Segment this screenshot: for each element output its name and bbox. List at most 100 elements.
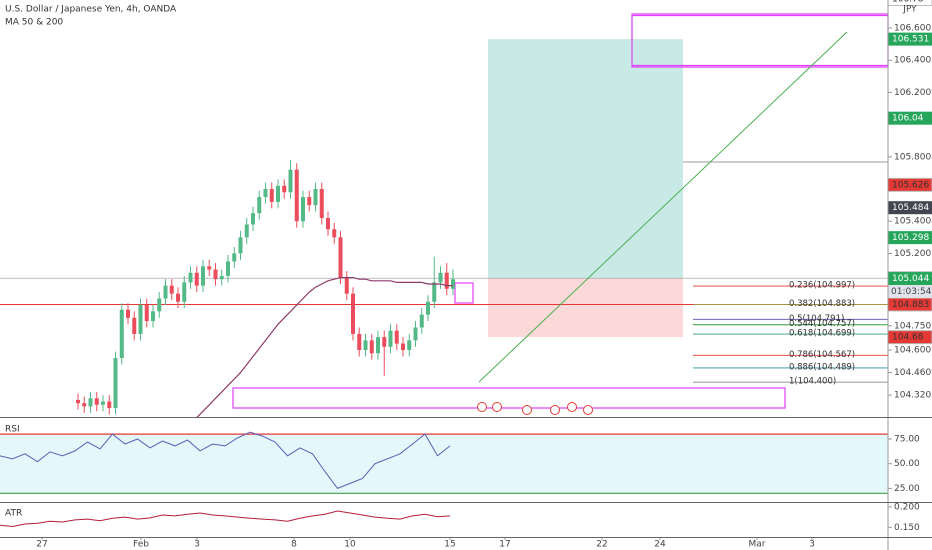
candle-body [301, 197, 305, 222]
x-tick-label: 15 [444, 540, 455, 550]
candle-body [144, 304, 149, 322]
price-label-box [888, 272, 932, 286]
price-label: 105.298 [892, 233, 929, 243]
fib-label: 0.786(104.567) [789, 350, 855, 360]
price-label-box [887, 0, 932, 7]
y-tick-label: 104.460 [894, 368, 931, 378]
y-tick-label: 105.800 [894, 152, 931, 162]
x-tick-label: Feb [133, 540, 149, 550]
candle-body [132, 317, 137, 334]
candle-body [213, 269, 218, 280]
candle-body [113, 358, 118, 408]
candle-body [207, 266, 212, 270]
atr-line [0, 510, 451, 528]
candle-body [244, 224, 249, 238]
candle-body [276, 185, 280, 202]
candle-body [188, 272, 193, 283]
y-tick-label: 104.320 [894, 391, 931, 401]
candle-body [182, 282, 187, 302]
atr-tick-label: 0.150 [894, 523, 920, 533]
candle-body [119, 309, 124, 359]
candle-body [107, 401, 112, 408]
candle-body [313, 189, 318, 206]
candle-body [257, 197, 262, 214]
price-label: 105.484 [892, 203, 929, 213]
candle-body [226, 261, 230, 276]
fib-label: 0.544(104.757) [789, 319, 855, 329]
event-icon [567, 402, 577, 412]
candle-body [388, 330, 393, 347]
rsi-tick-label: 50.00 [894, 459, 920, 469]
candle-body [363, 340, 368, 351]
candle-body [351, 293, 355, 334]
atr-title: ATR [5, 509, 22, 519]
candle-body [263, 189, 268, 198]
candle-body [138, 304, 143, 334]
candle-body [176, 293, 180, 302]
event-icon [550, 405, 560, 415]
candle-body [407, 340, 412, 351]
candle-body [451, 279, 455, 289]
y-tick-label: 104.750 [894, 321, 931, 331]
price-label-box [888, 231, 932, 245]
candle-body [101, 401, 105, 405]
x-tick-label: 24 [654, 540, 666, 550]
trend-line [478, 31, 848, 383]
candle-body [126, 309, 130, 318]
candle-body [326, 217, 330, 230]
x-tick-label: 10 [344, 540, 356, 550]
candle-body [401, 343, 405, 351]
chart-title: U.S. Dollar / Japanese Yen, 4h, OANDA [5, 5, 177, 15]
atr-tick-label: 0.200 [894, 502, 920, 512]
x-tick-label: 3 [809, 540, 815, 550]
candle-body [232, 253, 237, 262]
candle-body [238, 237, 243, 254]
candle-body [332, 229, 337, 238]
candle-body [82, 403, 87, 407]
price-label-box [888, 201, 932, 215]
candle-body [94, 398, 99, 405]
currency-label: JPY [902, 5, 917, 15]
x-tick-label: 3 [194, 540, 200, 550]
x-tick-label: 22 [596, 540, 607, 550]
rect-drawing [232, 387, 786, 409]
x-tick-label: 27 [36, 540, 47, 550]
rect-drawing [454, 282, 474, 304]
event-icon [522, 405, 532, 415]
price-label: 106.04 [892, 114, 924, 124]
candle-body [438, 272, 443, 283]
price-label-box [888, 32, 932, 46]
fib-label: 0.5(104.791) [789, 314, 844, 324]
candle-body [382, 337, 387, 347]
candle-body [151, 311, 155, 322]
price-label-box [888, 111, 932, 125]
candle-body [219, 275, 224, 280]
candle-body [194, 272, 199, 286]
event-icon [492, 402, 502, 412]
rsi-tick-label: 25.00 [894, 484, 920, 494]
price-label: 105.626 [892, 180, 929, 190]
candle-body [413, 327, 418, 341]
candle-body [269, 189, 274, 202]
y-tick-label: 106.200 [894, 88, 931, 98]
fib-label: 0.236(104.997) [789, 281, 855, 291]
candle-body [307, 197, 312, 206]
candle-body [432, 282, 437, 302]
candle-body [88, 398, 93, 407]
candle-body [294, 169, 299, 222]
price-label: 104.68 [892, 333, 924, 343]
indicator-label: MA 50 & 200 [5, 18, 63, 28]
ma-line [196, 277, 453, 419]
y-tick-label: 104.600 [894, 346, 931, 356]
candle-body [426, 301, 430, 315]
fib-label: 0.886(104.489) [789, 362, 855, 372]
candle-body [201, 266, 205, 286]
y-tick-label: 105.200 [894, 249, 931, 259]
candle-body [288, 169, 293, 193]
candle-body [376, 337, 380, 354]
candle-body [76, 399, 80, 404]
countdown: 01:03:54 [891, 287, 932, 297]
event-icons [477, 402, 593, 415]
